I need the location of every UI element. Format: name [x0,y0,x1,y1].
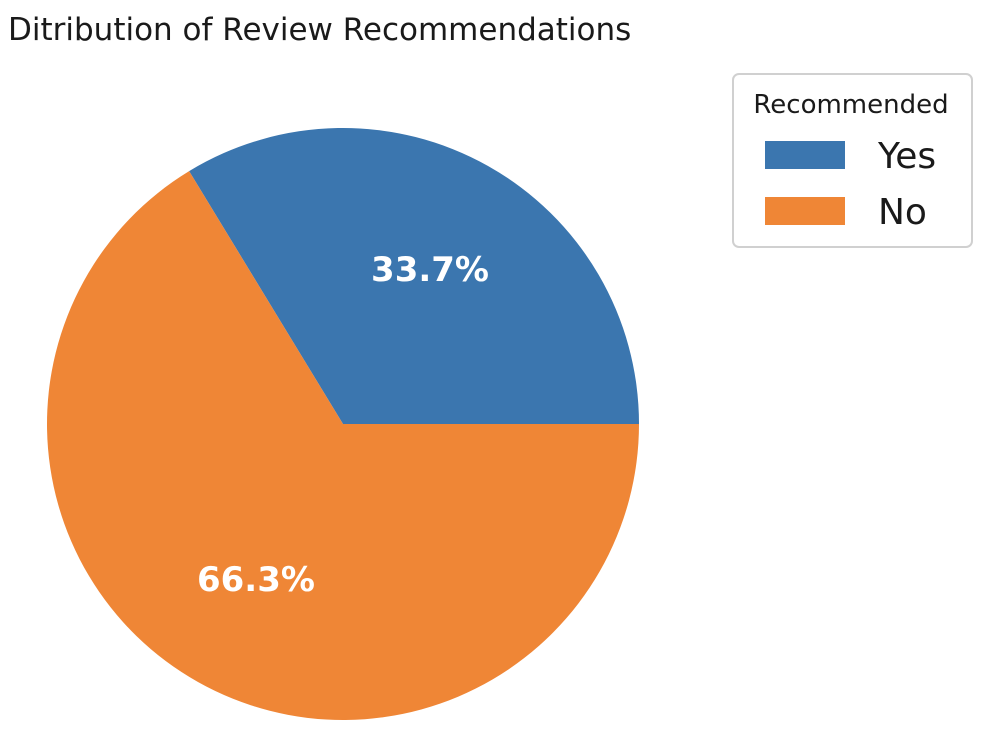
pie-label-yes: 33.7% [371,250,489,290]
pie-slice-yes [189,128,639,424]
legend-swatch-yes [765,141,845,169]
legend: Recommended Yes No [732,73,973,248]
legend-label-yes: Yes [877,136,936,177]
pie-label-no: 66.3% [197,560,315,600]
legend-swatch-no [765,197,845,225]
pie-percent-labels: 33.7% 66.3% [197,250,489,600]
legend-items: Yes No [765,136,936,233]
chart-title: Ditribution of Review Recommendations [8,12,631,48]
legend-title: Recommended [753,90,948,120]
pie-slice-no [47,171,640,720]
pie-slices [47,128,640,720]
legend-label-no: No [878,192,927,233]
